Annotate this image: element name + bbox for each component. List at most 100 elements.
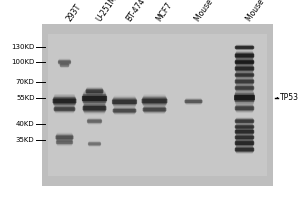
FancyBboxPatch shape xyxy=(114,96,135,108)
FancyBboxPatch shape xyxy=(236,138,253,148)
FancyBboxPatch shape xyxy=(236,145,253,154)
FancyBboxPatch shape xyxy=(88,142,101,145)
FancyBboxPatch shape xyxy=(186,98,201,105)
FancyBboxPatch shape xyxy=(236,103,253,113)
FancyBboxPatch shape xyxy=(236,128,254,135)
FancyBboxPatch shape xyxy=(84,102,105,114)
FancyBboxPatch shape xyxy=(58,60,71,64)
FancyBboxPatch shape xyxy=(58,60,71,64)
FancyBboxPatch shape xyxy=(60,64,69,67)
FancyBboxPatch shape xyxy=(235,119,254,124)
FancyBboxPatch shape xyxy=(54,96,75,106)
FancyBboxPatch shape xyxy=(84,103,105,113)
FancyBboxPatch shape xyxy=(235,54,254,58)
FancyBboxPatch shape xyxy=(236,139,254,147)
FancyBboxPatch shape xyxy=(235,79,254,84)
FancyBboxPatch shape xyxy=(142,97,167,105)
Text: 130KD: 130KD xyxy=(11,44,35,50)
FancyBboxPatch shape xyxy=(236,84,253,92)
FancyBboxPatch shape xyxy=(82,96,107,101)
FancyBboxPatch shape xyxy=(142,99,167,103)
FancyBboxPatch shape xyxy=(235,53,254,58)
FancyBboxPatch shape xyxy=(236,85,254,91)
FancyBboxPatch shape xyxy=(56,141,73,144)
Text: TP53: TP53 xyxy=(280,93,298,102)
FancyBboxPatch shape xyxy=(57,133,72,142)
FancyBboxPatch shape xyxy=(87,87,102,96)
FancyBboxPatch shape xyxy=(235,93,254,102)
FancyBboxPatch shape xyxy=(235,92,254,104)
FancyBboxPatch shape xyxy=(234,95,255,100)
Text: 70KD: 70KD xyxy=(16,79,34,85)
FancyBboxPatch shape xyxy=(54,107,75,111)
FancyBboxPatch shape xyxy=(235,129,254,134)
FancyBboxPatch shape xyxy=(48,34,267,176)
FancyBboxPatch shape xyxy=(58,59,70,65)
FancyBboxPatch shape xyxy=(235,73,254,77)
Text: U-251MG: U-251MG xyxy=(94,0,122,23)
FancyBboxPatch shape xyxy=(236,77,253,86)
FancyBboxPatch shape xyxy=(60,63,69,68)
FancyBboxPatch shape xyxy=(235,67,254,70)
FancyBboxPatch shape xyxy=(235,136,254,139)
FancyBboxPatch shape xyxy=(236,134,254,141)
FancyBboxPatch shape xyxy=(236,78,254,85)
FancyBboxPatch shape xyxy=(144,106,165,113)
FancyBboxPatch shape xyxy=(114,107,135,114)
FancyBboxPatch shape xyxy=(236,124,254,130)
FancyBboxPatch shape xyxy=(142,108,167,111)
FancyBboxPatch shape xyxy=(236,65,254,72)
FancyBboxPatch shape xyxy=(235,46,254,49)
FancyBboxPatch shape xyxy=(235,125,254,128)
Text: MCF7: MCF7 xyxy=(154,1,174,23)
Text: 293T: 293T xyxy=(64,2,83,23)
FancyBboxPatch shape xyxy=(112,98,136,105)
FancyBboxPatch shape xyxy=(236,44,253,51)
FancyBboxPatch shape xyxy=(235,66,254,71)
FancyBboxPatch shape xyxy=(236,72,254,78)
FancyBboxPatch shape xyxy=(86,88,103,95)
FancyBboxPatch shape xyxy=(184,100,202,103)
FancyBboxPatch shape xyxy=(60,64,69,67)
FancyBboxPatch shape xyxy=(236,90,253,105)
FancyBboxPatch shape xyxy=(235,148,254,151)
FancyBboxPatch shape xyxy=(84,91,105,106)
FancyBboxPatch shape xyxy=(235,85,254,91)
FancyBboxPatch shape xyxy=(114,106,135,115)
FancyBboxPatch shape xyxy=(236,52,254,59)
FancyBboxPatch shape xyxy=(113,108,136,113)
FancyBboxPatch shape xyxy=(88,142,101,146)
FancyBboxPatch shape xyxy=(82,94,106,103)
FancyBboxPatch shape xyxy=(185,99,202,104)
FancyBboxPatch shape xyxy=(87,120,102,123)
FancyBboxPatch shape xyxy=(53,97,76,105)
FancyBboxPatch shape xyxy=(235,141,254,145)
FancyBboxPatch shape xyxy=(88,118,101,124)
FancyBboxPatch shape xyxy=(236,118,254,124)
FancyBboxPatch shape xyxy=(83,92,106,105)
Text: BT-474: BT-474 xyxy=(124,0,147,23)
FancyBboxPatch shape xyxy=(144,105,165,114)
FancyBboxPatch shape xyxy=(235,106,254,110)
FancyBboxPatch shape xyxy=(236,59,254,66)
FancyBboxPatch shape xyxy=(235,60,254,64)
FancyBboxPatch shape xyxy=(143,96,166,106)
FancyBboxPatch shape xyxy=(236,45,254,50)
FancyBboxPatch shape xyxy=(235,86,254,90)
FancyBboxPatch shape xyxy=(236,104,254,112)
FancyBboxPatch shape xyxy=(236,127,253,136)
FancyBboxPatch shape xyxy=(185,99,202,104)
FancyBboxPatch shape xyxy=(112,99,137,104)
FancyBboxPatch shape xyxy=(235,135,254,140)
FancyBboxPatch shape xyxy=(235,130,254,134)
Text: 55KD: 55KD xyxy=(16,95,34,101)
Text: 40KD: 40KD xyxy=(16,121,34,127)
FancyBboxPatch shape xyxy=(235,46,254,49)
FancyBboxPatch shape xyxy=(54,106,75,112)
FancyBboxPatch shape xyxy=(236,117,253,125)
FancyBboxPatch shape xyxy=(56,140,73,145)
FancyBboxPatch shape xyxy=(55,105,74,113)
FancyBboxPatch shape xyxy=(82,106,106,111)
FancyBboxPatch shape xyxy=(235,59,254,65)
FancyBboxPatch shape xyxy=(236,51,253,60)
